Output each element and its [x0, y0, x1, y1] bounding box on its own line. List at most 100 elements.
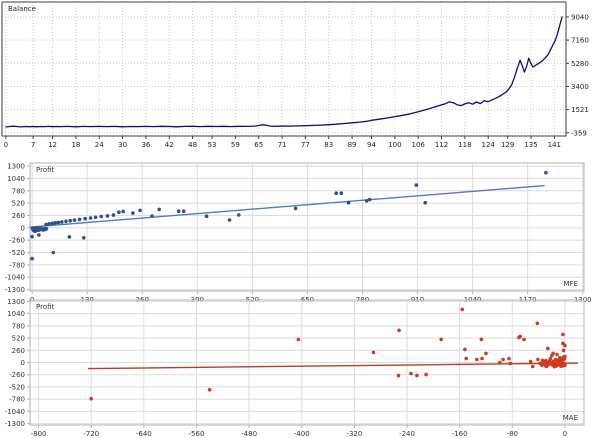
scatter-dot	[540, 358, 545, 363]
scatter-dot	[121, 209, 125, 214]
scatter-dot	[111, 213, 116, 217]
scatter-dot	[507, 356, 511, 361]
x-tick-label: 42	[165, 141, 174, 149]
x-tick-label: 24	[95, 141, 104, 149]
scatter-dot	[464, 356, 469, 361]
scatter-dot	[367, 197, 372, 202]
x-tick-label: -80	[507, 430, 518, 438]
x-tick-label: 100	[388, 141, 401, 149]
x-tick-label: -480	[241, 430, 257, 438]
x-tick-label: 89	[348, 141, 357, 149]
x-tick-label: 77	[301, 141, 310, 149]
trend-line	[29, 184, 545, 228]
scatter-dot	[68, 218, 72, 223]
y-tick-label: 1300	[7, 163, 25, 171]
scatter-dot	[522, 337, 526, 342]
y-tick-label: 1040	[7, 175, 25, 183]
scatter-dot	[518, 334, 522, 339]
scatter-dot	[30, 256, 34, 261]
x-tick-label: 48	[188, 141, 197, 149]
y-tick-label: 5280	[571, 60, 589, 68]
y-tick-label: -1300	[5, 286, 25, 294]
axis-label: MFE	[564, 280, 579, 288]
scatter-dot	[56, 220, 61, 225]
mae-chart: -800 -720 -640 -560 -480 -400 -320 -240 -160 -80 0…	[0, 297, 600, 438]
scatter-dot	[50, 221, 55, 226]
x-tick-label: 106	[412, 141, 426, 149]
scatter-dot	[157, 207, 161, 212]
y-tick-label: 520	[12, 200, 25, 208]
x-tick-label: 129	[501, 141, 514, 149]
x-tick-label: 30	[118, 141, 127, 149]
x-tick-label: 0	[4, 141, 8, 149]
scatter-dot	[555, 352, 559, 357]
balance-chart-svg: 0 7 12 18 24 30 36 42 48 53 59 65 71 77 83 89 94 100 106 11…	[1, 1, 589, 149]
scatter-dot	[117, 210, 121, 214]
scatter-dot	[138, 208, 142, 213]
scatter-dot	[237, 213, 241, 217]
scatter-dot	[475, 357, 479, 362]
scatter-dot	[479, 337, 484, 342]
scatter-dot	[544, 364, 549, 369]
scatter-dot	[51, 250, 56, 255]
scatter-dot	[530, 364, 535, 369]
scatter-dot	[536, 357, 540, 362]
scatter-dot	[44, 227, 49, 231]
scatter-dot	[181, 209, 186, 213]
scatter-dot	[561, 348, 566, 353]
scatter-dot	[89, 396, 93, 401]
balance-line	[5, 16, 563, 128]
scatter-dot	[415, 373, 419, 378]
y-tick-label: 780	[12, 322, 25, 330]
scatter-dot	[563, 363, 567, 368]
y-tick-label: 1521	[571, 106, 589, 114]
scatter-dot	[424, 372, 428, 377]
y-tick-label: 520	[12, 335, 25, 343]
scatter-dot	[207, 388, 212, 392]
scatter-dot	[397, 328, 401, 333]
scatter-dot	[498, 360, 502, 365]
y-tick-label: -260	[9, 237, 25, 245]
scatter-dot	[528, 359, 533, 364]
y-tick-label: 3400	[571, 83, 589, 91]
y-tick-label: 0	[21, 224, 25, 232]
x-tick-label: 59	[231, 141, 240, 149]
x-tick-label: 0	[563, 430, 567, 438]
scatter-dot	[334, 191, 339, 195]
scatter-dot	[508, 361, 513, 366]
scatter-dot	[77, 217, 82, 222]
y-tick-label: 1300	[7, 298, 25, 306]
x-tick-label: -560	[189, 430, 205, 438]
y-tick-label: -1040	[5, 408, 25, 416]
scatter-dot	[88, 216, 93, 220]
scatter-dot	[396, 373, 401, 378]
scatter-dot	[414, 183, 419, 187]
scatter-dot	[339, 191, 344, 195]
scatter-dot	[501, 357, 505, 362]
scatter-dot	[44, 222, 48, 227]
scatter-dot	[552, 364, 557, 369]
x-tick-label: 18	[71, 141, 80, 149]
mfe-chart-svg: 0 130 260 390 520 650 780 910 1040 1170 1300130010…	[5, 162, 592, 304]
scatter-dot	[409, 371, 413, 376]
scatter-dot	[93, 215, 98, 220]
axis-label: MAE	[563, 414, 578, 422]
plot-title: Balance	[8, 5, 36, 13]
scatter-dot	[346, 200, 351, 205]
scatter-dot	[460, 307, 465, 312]
x-tick-label: 53	[208, 141, 217, 149]
y-tick-label: -1300	[5, 420, 25, 428]
scatter-dot	[551, 351, 555, 356]
y-tick-label: -780	[9, 396, 25, 404]
x-tick-label: 12	[48, 141, 57, 149]
x-tick-label: 118	[458, 141, 471, 149]
scatter-dot	[371, 350, 376, 355]
scatter-dot	[480, 356, 484, 361]
mfe-chart: 0 130 260 390 520 650 780 910 1040 1170 1300 1300 10…	[0, 160, 600, 306]
x-tick-label: 83	[324, 141, 333, 149]
x-tick-label: 65	[254, 141, 263, 149]
scatter-dot	[204, 214, 209, 218]
x-tick-label: 7	[31, 141, 35, 149]
scatter-dot	[67, 235, 72, 239]
scatter-dot	[82, 236, 86, 240]
